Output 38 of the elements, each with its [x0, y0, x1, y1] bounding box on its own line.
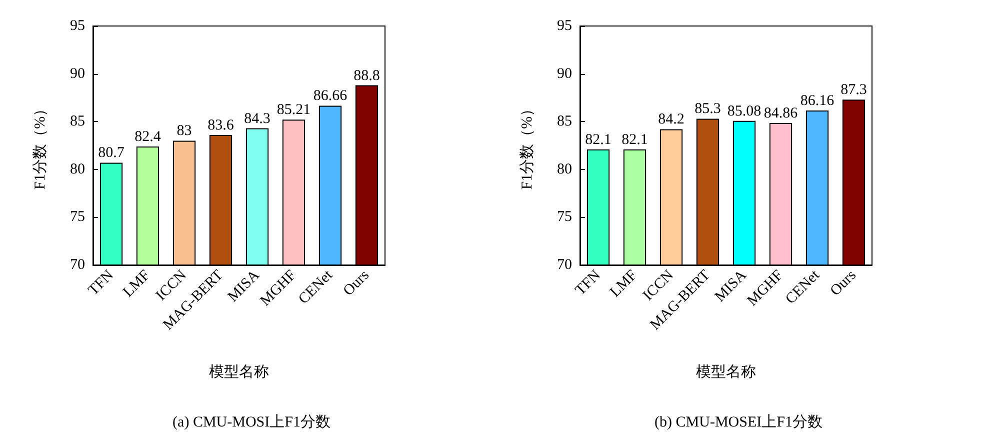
y-tick-label: 70	[70, 257, 85, 273]
y-tick-label: 85	[70, 114, 85, 130]
data-label: 85.08	[727, 103, 762, 120]
data-label: 83	[176, 123, 192, 140]
data-label: 86.66	[313, 88, 348, 104]
data-label: 88.8	[354, 68, 380, 84]
y-tick-label: 80	[557, 161, 572, 178]
y-tick-label: 90	[70, 66, 85, 82]
data-label: 82.1	[622, 132, 648, 148]
x-tick-label: TFN	[572, 267, 604, 299]
y-tick-label: 95	[557, 18, 572, 34]
y-axis-title: F1分数（%）	[518, 101, 536, 190]
data-label: 84.2	[658, 112, 684, 128]
data-label: 80.7	[98, 145, 125, 162]
data-label: 84.3	[244, 110, 270, 127]
y-tick-label: 90	[557, 66, 572, 82]
data-label: 86.16	[800, 93, 835, 110]
text: (a) CMU-MOSI上F1分数	[172, 414, 330, 430]
data-label: 82.1	[585, 132, 612, 148]
x-axis-title: 模型名称	[209, 364, 269, 380]
x-tick-label: Ours	[340, 267, 373, 300]
data-label: 84.86	[764, 105, 798, 122]
y-tick-label: 75	[557, 209, 572, 226]
x-tick-label: TFN	[86, 267, 118, 299]
data-label: 85.3	[694, 101, 721, 118]
data-label: 83.6	[208, 117, 234, 134]
data-label: 82.4	[134, 128, 162, 145]
y-tick-label: 75	[70, 209, 85, 226]
y-tick-label: 95	[70, 18, 85, 34]
text: (b) CMU-MOSEI上F1分数	[654, 414, 822, 430]
x-axis-title: 模型名称	[696, 364, 756, 380]
y-tick-label: 70	[557, 257, 572, 273]
x-tick-label: Ours	[827, 267, 860, 300]
data-label: 85.21	[276, 102, 311, 118]
y-tick-label: 80	[70, 161, 85, 178]
y-tick-label: 85	[557, 114, 572, 130]
y-axis-title: F1分数（%）	[32, 101, 48, 190]
data-label: 87.3	[840, 82, 867, 98]
